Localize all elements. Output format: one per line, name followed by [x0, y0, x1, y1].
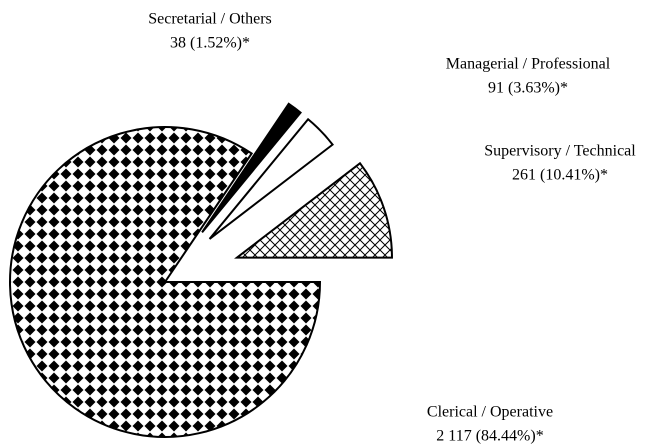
- pie-slice: [234, 161, 393, 259]
- value-label: 38 (1.52%)*: [170, 35, 250, 52]
- pie-slice: [201, 102, 302, 233]
- pie-slice: [208, 117, 334, 240]
- value-label: 261 (10.41%)*: [512, 167, 608, 184]
- value-label: 2 117 (84.44%)*: [436, 428, 543, 445]
- value-label: 91 (3.63%)*: [488, 80, 568, 97]
- pie-slice: [9, 126, 322, 438]
- slice-label: Secretarial / Others: [148, 11, 272, 28]
- slice-label: Clerical / Operative: [427, 404, 553, 421]
- slice-label: Supervisory / Technical: [484, 143, 636, 160]
- slice-label: Managerial / Professional: [446, 56, 611, 73]
